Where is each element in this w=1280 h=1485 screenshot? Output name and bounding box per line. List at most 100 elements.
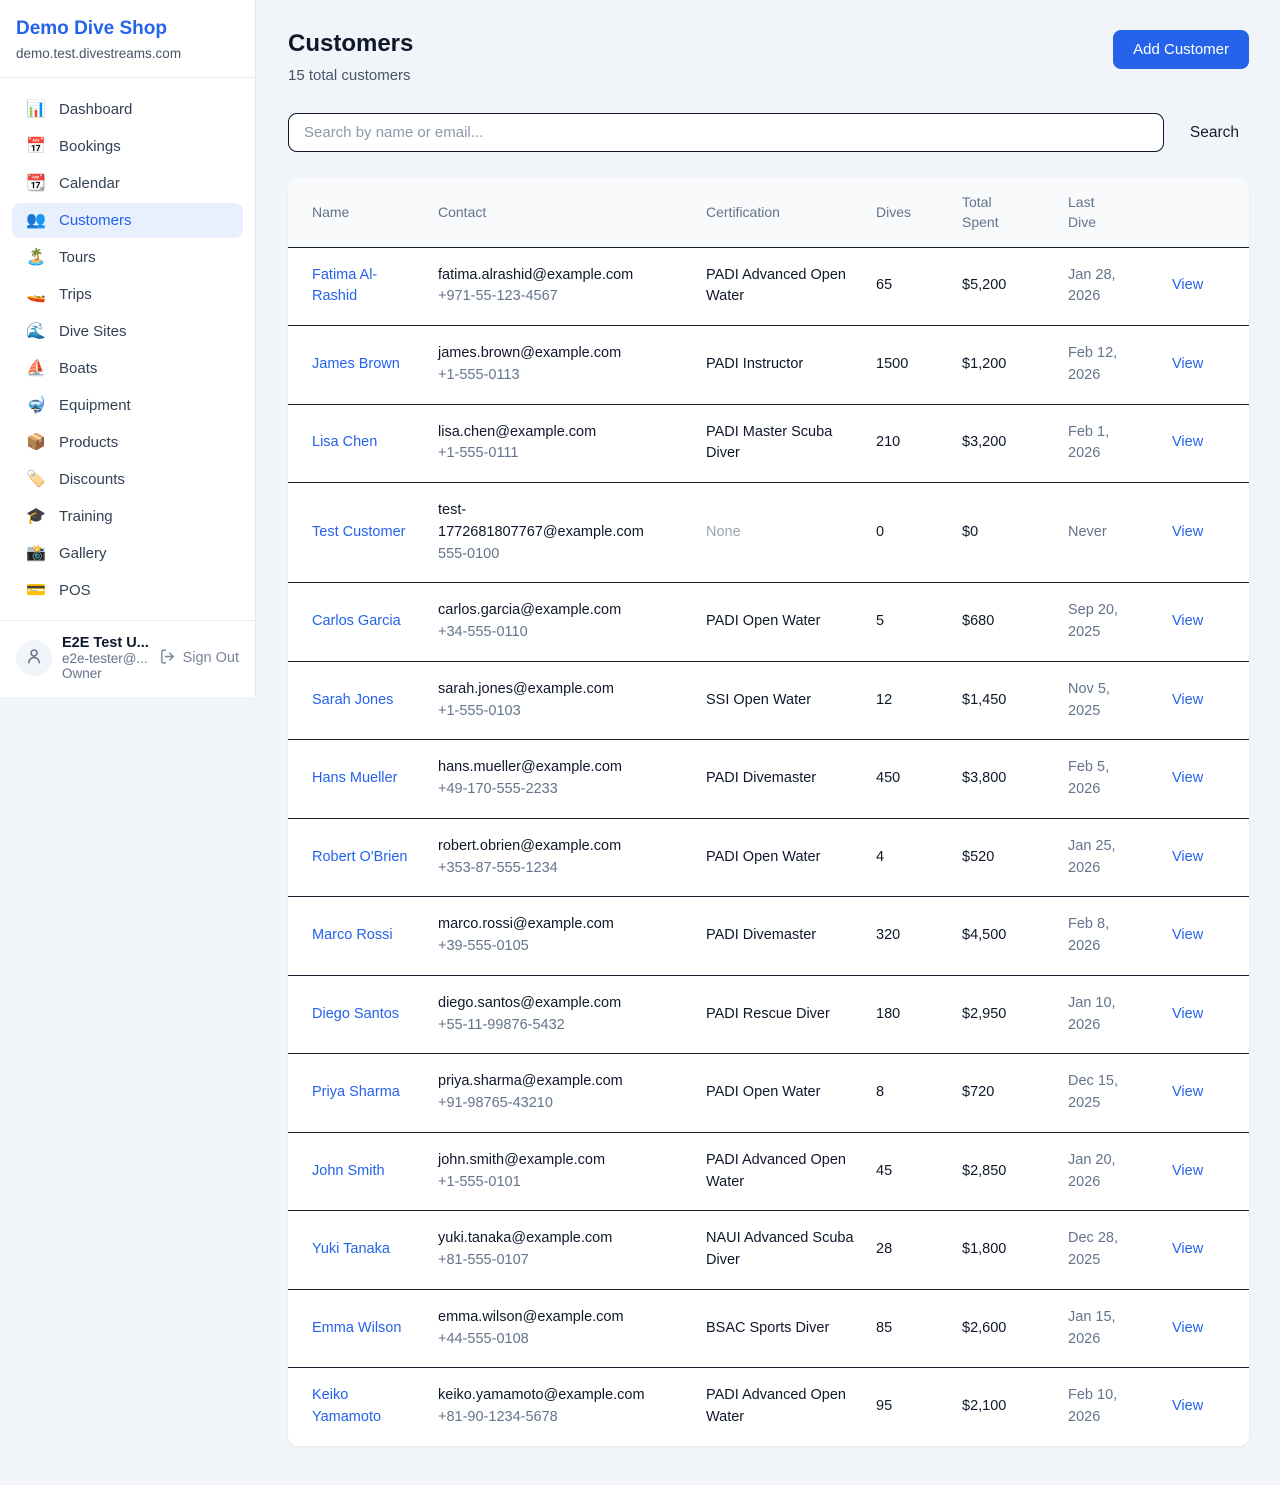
view-customer-link[interactable]: View (1172, 1005, 1204, 1022)
sidebar-item-training[interactable]: 🎓 Training (26, 507, 113, 525)
bar-chart-icon: 📊 (26, 100, 46, 118)
view-customer-link[interactable]: View (1172, 434, 1204, 451)
page-title: Customers (288, 30, 414, 57)
customer-dives: 320 (876, 927, 901, 944)
user-role: Owner (62, 666, 102, 681)
customer-name-link[interactable]: Emma Wilson (312, 1319, 402, 1336)
sign-out-button[interactable]: Sign Out (159, 648, 239, 669)
main-content: Customers 15 total customers Add Custome… (256, 0, 1280, 1472)
customer-last-dive: Jan 28, 2026 (1068, 266, 1116, 305)
customer-name-link[interactable]: James Brown (312, 355, 400, 372)
customer-last-dive: Feb 1, 2026 (1068, 423, 1110, 462)
customer-last-dive: Dec 15, 2025 (1068, 1073, 1118, 1112)
view-customer-link[interactable]: View (1172, 277, 1204, 294)
customer-name-link[interactable]: Lisa Chen (312, 434, 378, 451)
sidebar-item-products[interactable]: 📦 Products (26, 433, 119, 451)
customer-dives: 85 (876, 1319, 893, 1336)
customer-email: marco.rossi@example.com (438, 916, 614, 933)
view-customer-link[interactable]: View (1172, 691, 1204, 708)
package-icon: 📦 (26, 433, 46, 451)
customer-contact-cell: hans.mueller@example.com +49-170-555-223… (438, 739, 706, 819)
customer-name-link[interactable]: Robert O'Brien (312, 848, 408, 865)
customer-row: Hans Mueller hans.mueller@example.com +4… (288, 739, 1249, 819)
wave-icon: 🌊 (26, 322, 46, 340)
view-customer-link[interactable]: View (1172, 927, 1204, 944)
customer-email: emma.wilson@example.com (438, 1308, 624, 1325)
column-header-certification: Certification (706, 178, 876, 248)
customer-name-link[interactable]: Priya Sharma (312, 1084, 400, 1101)
sidebar-item-boats[interactable]: ⛵ Boats (26, 359, 98, 377)
desert-island-icon: 🏝️ (26, 248, 46, 266)
customer-last-dive: Jan 10, 2026 (1068, 994, 1116, 1033)
customer-phone: +971-55-123-4567 (438, 288, 558, 305)
shop-domain: demo.test.divestreams.com (16, 46, 182, 61)
customer-name-link[interactable]: Keiko Yamamoto (312, 1387, 382, 1426)
view-customer-link[interactable]: View (1172, 613, 1204, 630)
sidebar-item-dive-sites[interactable]: 🌊 Dive Sites (26, 322, 127, 340)
search-input[interactable] (288, 113, 1164, 152)
view-customer-link[interactable]: View (1172, 1241, 1204, 1258)
customer-total-spent: $0 (962, 523, 979, 540)
table-body: Fatima Al-Rashid fatima.alrashid@example… (288, 246, 1249, 1446)
sidebar-item-customers[interactable]: 👥 Customers (12, 203, 243, 238)
customer-last-dive: Never (1068, 523, 1107, 540)
column-header-action (1172, 178, 1249, 248)
customer-total-spent: $2,100 (962, 1398, 1007, 1415)
customer-contact-cell: john.smith@example.com +1-555-0101 (438, 1131, 706, 1211)
customer-email: priya.sharma@example.com (438, 1073, 623, 1090)
customer-row: Yuki Tanaka yuki.tanaka@example.com +81-… (288, 1210, 1249, 1290)
customer-phone: +39-555-0105 (438, 938, 529, 955)
view-customer-link[interactable]: View (1172, 1162, 1204, 1179)
customer-certification: PADI Advanced Open Water (706, 1387, 846, 1426)
customer-name-link[interactable]: Fatima Al-Rashid (312, 266, 378, 305)
customer-phone: +49-170-555-2233 (438, 781, 558, 798)
sidebar-item-gallery[interactable]: 📸 Gallery (26, 544, 107, 562)
customer-contact-cell: emma.wilson@example.com +44-555-0108 (438, 1288, 706, 1368)
view-customer-link[interactable]: View (1172, 523, 1204, 540)
customer-name-link[interactable]: John Smith (312, 1162, 385, 1179)
person-icon (25, 647, 43, 670)
customer-name-link[interactable]: Test Customer (312, 523, 406, 540)
view-customer-link[interactable]: View (1172, 355, 1204, 372)
customer-name-link[interactable]: Marco Rossi (312, 927, 393, 944)
sidebar-item-tours[interactable]: 🏝️ Tours (26, 248, 96, 266)
label-tag-icon: 🏷️ (26, 470, 46, 488)
customer-last-dive: Feb 12, 2026 (1068, 345, 1118, 383)
view-customer-link[interactable]: View (1172, 770, 1204, 787)
sidebar-item-dashboard[interactable]: 📊 Dashboard (26, 100, 133, 118)
customer-contact-cell: sarah.jones@example.com +1-555-0103 (438, 660, 706, 740)
customer-email: james.brown@example.com (438, 345, 622, 362)
customer-phone: +91-98765-43210 (438, 1095, 553, 1112)
sidebar-item-calendar[interactable]: 📆 Calendar (26, 174, 120, 192)
shop-title: Demo Dive Shop (16, 18, 167, 39)
customer-name-link[interactable]: Diego Santos (312, 1005, 400, 1022)
customer-row: John Smith john.smith@example.com +1-555… (288, 1131, 1249, 1211)
customer-contact-cell: carlos.garcia@example.com +34-555-0110 (438, 582, 706, 662)
customer-dives: 5 (876, 613, 885, 630)
search-button[interactable]: Search (1180, 116, 1249, 150)
add-customer-button[interactable]: Add Customer (1113, 30, 1249, 69)
customer-name-link[interactable]: Yuki Tanaka (312, 1241, 390, 1258)
customer-email: robert.obrien@example.com (438, 837, 622, 854)
sidebar-item-trips[interactable]: 🚤 Trips (26, 285, 92, 303)
customer-contact-cell: keiko.yamamoto@example.com +81-90-1234-5… (438, 1367, 706, 1446)
view-customer-link[interactable]: View (1172, 1398, 1204, 1415)
sidebar: Demo Dive Shop demo.test.divestreams.com… (0, 0, 256, 697)
sidebar-item-pos[interactable]: 💳 POS (26, 581, 91, 599)
calendar-date-icon: 📅 (26, 137, 46, 155)
sidebar-item-discounts[interactable]: 🏷️ Discounts (26, 470, 125, 488)
customer-name-link[interactable]: Hans Mueller (312, 770, 398, 787)
view-customer-link[interactable]: View (1172, 1084, 1204, 1101)
sidebar-item-bookings[interactable]: 📅 Bookings (26, 137, 121, 155)
camera-flash-icon: 📸 (26, 544, 46, 562)
customer-total-spent: $720 (962, 1084, 995, 1101)
speedboat-icon: 🚤 (26, 285, 46, 303)
customer-name-link[interactable]: Carlos Garcia (312, 613, 401, 630)
customer-name-link[interactable]: Sarah Jones (312, 691, 394, 708)
column-header-total-spent: Total Spent (962, 178, 1068, 248)
view-customer-link[interactable]: View (1172, 848, 1204, 865)
customer-phone: +353-87-555-1234 (438, 859, 558, 876)
customer-last-dive: Feb 10, 2026 (1068, 1387, 1118, 1426)
sidebar-item-equipment[interactable]: 🤿 Equipment (26, 396, 131, 414)
view-customer-link[interactable]: View (1172, 1319, 1204, 1336)
